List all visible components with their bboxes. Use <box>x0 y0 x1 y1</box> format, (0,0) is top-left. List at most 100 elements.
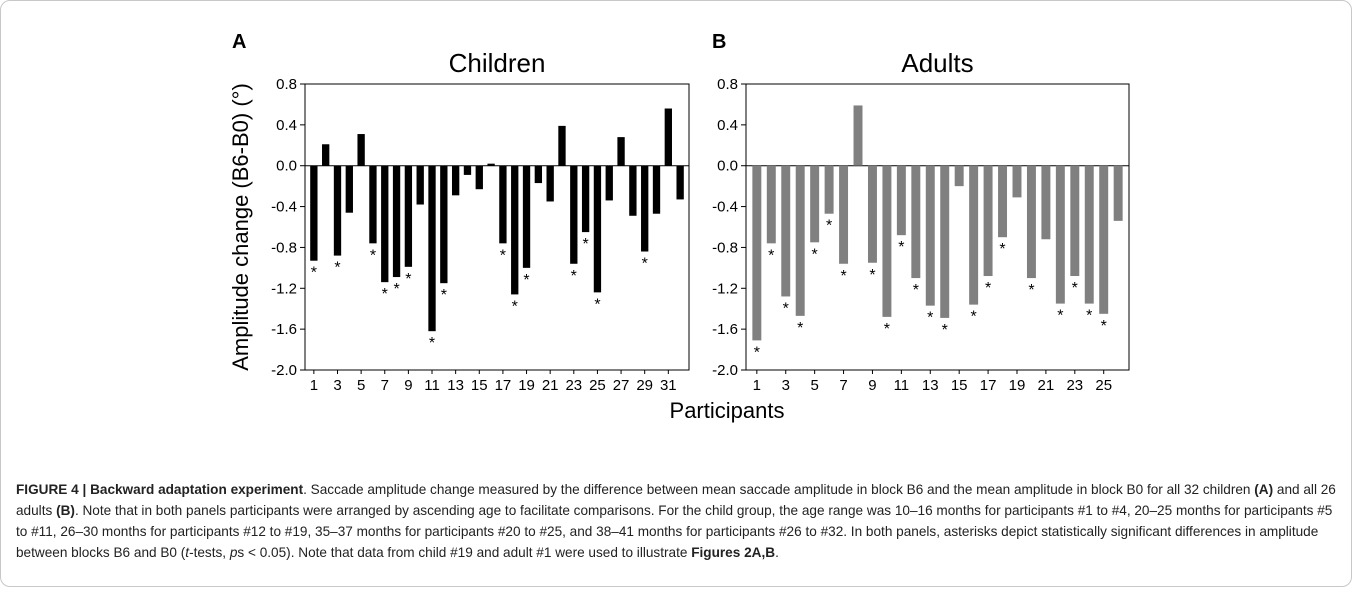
x-tick-label: 15 <box>951 377 968 394</box>
x-tick-label: 21 <box>1038 377 1055 394</box>
x-tick-label: 5 <box>810 377 818 394</box>
x-tick-label: 1 <box>753 377 761 394</box>
x-tick-label: 1 <box>310 377 318 394</box>
bar <box>381 165 389 283</box>
plot-frame <box>745 83 1130 371</box>
significance-asterisk: * <box>405 271 411 288</box>
significance-asterisk: * <box>1072 280 1078 297</box>
x-tick-label: 13 <box>447 377 464 394</box>
bar <box>882 165 892 317</box>
y-tick-label: 0.8 <box>717 76 738 93</box>
bar <box>867 165 877 263</box>
bar <box>369 165 377 244</box>
y-axis-label: Amplitude change (B6-B0) (°) <box>228 83 253 371</box>
y-tick-label: 0.4 <box>717 117 738 134</box>
bar <box>392 165 401 278</box>
significance-asterisk: * <box>594 296 600 313</box>
significance-asterisk: * <box>334 260 340 277</box>
x-tick-label: 17 <box>495 377 512 394</box>
bar <box>1041 165 1051 240</box>
significance-asterisk: * <box>826 218 832 235</box>
bar <box>463 165 472 175</box>
bar <box>1099 165 1109 314</box>
chart-title: Children <box>449 48 546 78</box>
significance-asterisk: * <box>512 298 518 315</box>
significance-asterisk: * <box>1057 308 1063 325</box>
significance-asterisk: * <box>754 344 760 361</box>
bar <box>511 165 519 295</box>
significance-asterisk: * <box>571 268 577 285</box>
bar <box>641 165 649 252</box>
y-tick-label: -0.4 <box>712 199 738 216</box>
bar <box>499 165 507 244</box>
bar <box>1012 165 1022 198</box>
x-tick-label: 7 <box>839 377 847 394</box>
bar <box>1070 165 1080 277</box>
significance-asterisk: * <box>1101 318 1107 335</box>
significance-asterisk: * <box>869 267 875 284</box>
x-tick-label: 11 <box>894 377 910 394</box>
significance-asterisk: * <box>999 241 1005 258</box>
x-tick-label: 7 <box>381 377 389 394</box>
significance-asterisk: * <box>441 287 447 304</box>
bar <box>652 165 661 214</box>
bar <box>440 165 448 284</box>
x-tick-label: 29 <box>636 377 653 394</box>
y-tick-label: -1.6 <box>271 321 297 338</box>
y-tick-label: -1.2 <box>271 280 297 297</box>
bar <box>570 165 578 264</box>
significance-asterisk: * <box>985 280 991 297</box>
significance-asterisk: * <box>582 236 588 253</box>
y-tick-label: 0.0 <box>717 158 738 175</box>
bar <box>605 165 613 201</box>
x-tick-label: 5 <box>357 377 365 394</box>
bar <box>416 165 424 205</box>
bar <box>1055 165 1065 304</box>
bar <box>357 134 365 166</box>
bar <box>810 165 820 243</box>
significance-asterisk: * <box>393 281 399 298</box>
significance-asterisk: * <box>884 321 890 338</box>
panel-children: A Children Amplitude change (B6-B0) (°) 0.8… <box>228 31 690 394</box>
significance-asterisk: * <box>898 239 904 256</box>
bar <box>428 165 436 332</box>
bar <box>896 165 906 236</box>
bar <box>534 165 543 184</box>
x-tick-label: 23 <box>565 377 582 394</box>
y-tick-label: -1.2 <box>712 280 738 297</box>
bar <box>925 165 935 306</box>
significance-asterisk: * <box>370 247 376 264</box>
figure-caption: FIGURE 4 | Backward adaptation experimen… <box>16 482 1336 560</box>
bar <box>322 144 330 166</box>
y-tick-label: -2.0 <box>271 362 297 379</box>
panel-adults: B Adults 0.8 0.4 0.0 -0.4 -0.8 -1.2 -1.6 -2.0 * * * *… <box>712 31 1130 394</box>
significance-asterisk: * <box>500 247 506 264</box>
bar <box>998 165 1008 238</box>
x-tick-label: 23 <box>1066 377 1083 394</box>
x-tick-label: 3 <box>782 377 790 394</box>
y-tick-label: -1.6 <box>712 321 738 338</box>
bar <box>766 165 776 244</box>
x-tick-label: 13 <box>922 377 939 394</box>
bar <box>1084 165 1094 304</box>
bar <box>617 137 625 166</box>
significance-asterisk: * <box>812 246 818 263</box>
bar <box>581 165 590 233</box>
x-tick-label: 15 <box>471 377 488 394</box>
x-tick-label: 27 <box>613 377 630 394</box>
bar <box>911 165 921 279</box>
y-tick-label: -0.8 <box>271 239 297 256</box>
significance-asterisk: * <box>642 256 648 273</box>
bar <box>558 125 566 166</box>
y-tick-label: 0.8 <box>276 76 297 93</box>
x-tick-label: 19 <box>518 377 535 394</box>
bar <box>345 165 353 213</box>
significance-asterisk: * <box>382 286 388 303</box>
bar <box>451 165 460 196</box>
chart-title: Adults <box>901 48 973 78</box>
panel-letter: A <box>232 31 246 53</box>
x-tick-label: 3 <box>333 377 341 394</box>
significance-asterisk: * <box>523 272 529 289</box>
bar <box>676 165 684 200</box>
bar <box>940 165 950 318</box>
